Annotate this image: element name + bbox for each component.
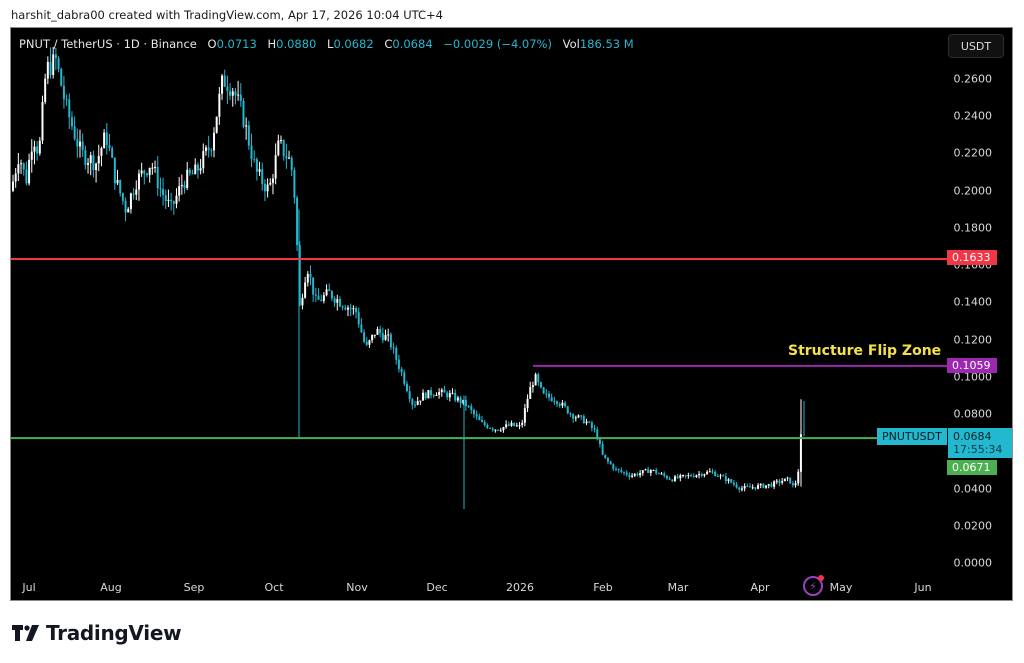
notification-dot [818,575,824,581]
low-value: 0.0682 [333,37,374,51]
price-tick: 0.2400 [953,109,993,123]
price-tick: 0.0200 [953,519,993,533]
price-tick: 0.0800 [953,407,993,421]
time-tick: Jun [914,581,932,594]
currency-button[interactable]: USDT [948,34,1004,58]
time-tick: Nov [346,581,368,594]
volume-value: 186.53 M [579,37,634,51]
time-tick: Aug [100,581,122,594]
candlestick-plot[interactable] [11,28,1013,601]
time-tick: Apr [750,581,770,594]
tradingview-logo-icon [12,625,39,641]
resistance-price-tag: 0.1633 [947,250,997,265]
bar-countdown: 17:55:34 [953,443,1003,456]
flip-zone-price-tag: 0.1059 [947,358,997,373]
chart-credit: harshit_dabra00 created with TradingView… [11,8,443,22]
time-tick: Dec [426,581,448,594]
time-tick: 2026 [506,581,534,594]
time-tick: Mar [667,581,689,594]
time-tick: Jul [22,581,36,594]
high-value: 0.0880 [276,37,317,51]
price-tick: 0.2200 [953,146,993,160]
symbol-label[interactable]: PNUT / TetherUS · 1D · Binance [19,37,197,51]
structure-flip-zone-label: Structure Flip Zone [788,343,942,359]
brand-name: TradingView [46,621,182,645]
last-price-tag: 0.0684 17:55:34 [948,428,1012,458]
price-tick: 0.2000 [953,184,993,198]
price-tick: 0.1400 [953,295,993,309]
time-tick: Feb [593,581,613,594]
price-chart[interactable]: PNUT / TetherUS · 1D · Binance O0.0713 H… [10,27,1013,601]
time-tick: May [829,581,853,594]
time-tick: Oct [264,581,284,594]
close-value: 0.0684 [392,37,433,51]
time-tick: Sep [183,581,205,594]
price-tick: 0.1000 [953,370,993,384]
tradingview-logo[interactable]: TradingView [12,621,182,645]
price-tick: 0.0000 [953,556,993,570]
open-value: 0.0713 [216,37,257,51]
symbol-price-tag: PNUTUSDT [877,428,947,445]
price-tick: 0.1200 [953,333,993,347]
price-tick: 0.2600 [953,72,993,86]
ohlc-legend: PNUT / TetherUS · 1D · Binance O0.0713 H… [19,37,634,51]
alerts-lightning-icon[interactable]: ⚡ [803,575,824,596]
price-tick: 0.0400 [953,482,993,496]
support-price-tag: 0.0671 [947,460,997,475]
price-tick: 0.1800 [953,221,993,235]
change-value: −0.0029 (−4.07%) [443,37,552,51]
